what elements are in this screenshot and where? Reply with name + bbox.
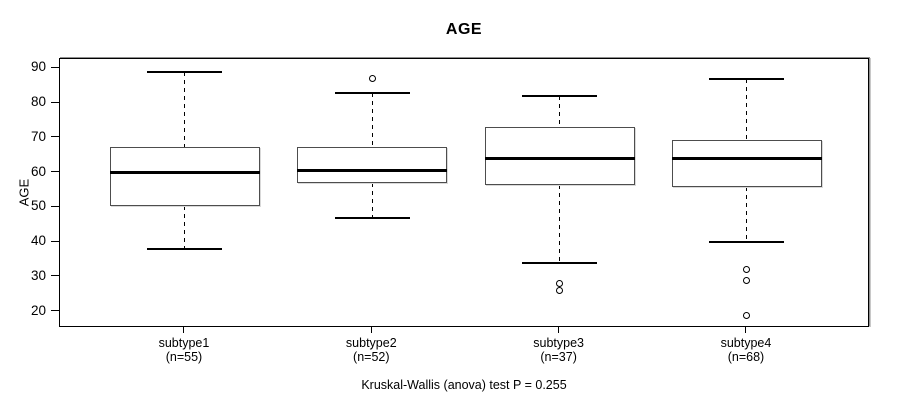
upper-whisker-line xyxy=(184,71,186,147)
upper-whisker-cap xyxy=(147,70,223,73)
y-axis-tick-label: 50 xyxy=(30,198,46,214)
y-axis-tick xyxy=(51,310,59,312)
iqr-box xyxy=(671,139,822,187)
x-axis-tick xyxy=(558,326,560,333)
x-axis-label-count: (n=55) xyxy=(165,350,203,364)
upper-whisker-line xyxy=(371,92,373,147)
y-axis-tick xyxy=(51,171,59,173)
y-axis-tick-label: 30 xyxy=(30,267,46,283)
y-axis-tick xyxy=(51,240,59,242)
lower-whisker-line xyxy=(184,205,186,250)
outlier-point xyxy=(368,75,376,83)
x-axis-tick xyxy=(183,326,185,333)
x-axis-label-name: subtype4 xyxy=(720,336,772,350)
y-axis-tick xyxy=(51,101,59,103)
lower-whisker-cap xyxy=(522,262,598,264)
x-axis-label-count: (n=37) xyxy=(540,350,577,364)
y-axis-tick xyxy=(51,205,59,207)
y-axis-tick-label: 70 xyxy=(30,128,46,144)
x-axis-tick xyxy=(745,326,747,333)
y-axis-tick xyxy=(51,275,59,277)
x-axis-tick xyxy=(370,326,372,333)
median-line xyxy=(109,171,260,175)
iqr-box xyxy=(297,146,448,184)
y-axis-tick xyxy=(51,136,59,138)
lower-whisker-cap xyxy=(147,248,223,251)
x-axis-label-name: subtype2 xyxy=(345,336,397,350)
lower-whisker-line xyxy=(371,183,373,218)
x-axis-label-count: (n=68) xyxy=(727,350,765,364)
median-line xyxy=(671,157,822,161)
y-axis-tick-label: 20 xyxy=(30,302,46,318)
outlier-point xyxy=(556,280,564,288)
x-axis-label-name: subtype1 xyxy=(158,336,210,350)
outlier-point xyxy=(743,311,751,319)
caption: Kruskal-Wallis (anova) test P = 0.255 xyxy=(361,378,567,392)
x-axis-label-subtype4: subtype4 (n=68) xyxy=(666,336,826,364)
upper-whisker-cap xyxy=(522,95,598,98)
x-axis-label-name: subtype3 xyxy=(533,336,584,350)
median-line xyxy=(297,169,448,173)
lower-whisker-line xyxy=(746,186,748,243)
upper-whisker-line xyxy=(746,78,748,140)
outlier-point xyxy=(743,276,751,284)
x-axis-label-subtype2: subtype2 (n=52) xyxy=(291,336,451,364)
upper-whisker-line xyxy=(559,96,561,128)
plot-area xyxy=(59,58,869,327)
x-axis-label-subtype3: subtype3 (n=37) xyxy=(479,336,639,364)
y-axis-tick-label: 80 xyxy=(30,94,46,110)
upper-whisker-cap xyxy=(709,77,785,80)
iqr-box xyxy=(484,127,635,185)
iqr-box xyxy=(109,146,260,206)
lower-whisker-cap xyxy=(334,216,410,219)
y-axis-tick-label: 40 xyxy=(30,233,46,249)
lower-whisker-line xyxy=(559,184,561,263)
chart-title: AGE xyxy=(445,21,483,38)
outlier-point xyxy=(743,266,751,274)
y-axis-tick xyxy=(51,66,59,68)
y-axis-tick-label: 90 xyxy=(30,59,46,75)
upper-whisker-cap xyxy=(334,91,410,94)
median-line xyxy=(484,157,635,161)
outlier-point xyxy=(556,287,564,295)
x-axis-label-subtype1: subtype1 (n=55) xyxy=(104,336,264,364)
x-axis-label-count: (n=52) xyxy=(353,350,390,364)
lower-whisker-cap xyxy=(709,241,785,244)
y-axis-tick-label: 60 xyxy=(30,163,46,179)
